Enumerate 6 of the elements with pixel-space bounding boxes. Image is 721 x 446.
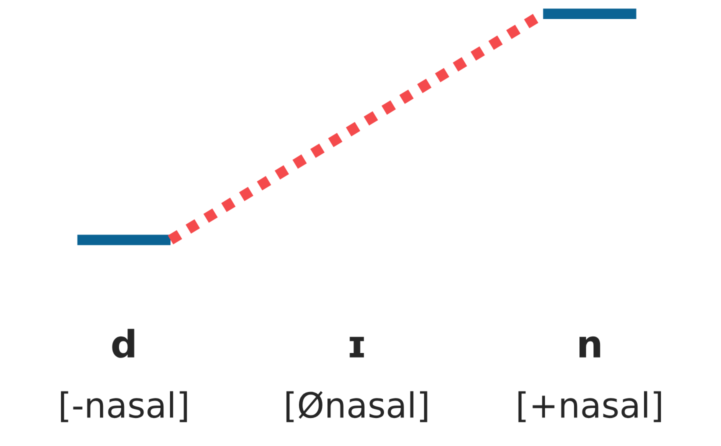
text: [Ønasal]	[286, 391, 428, 422]
x-tick-label: n	[580, 336, 600, 358]
text: [+nasal]	[518, 391, 661, 422]
x-tick-label: d	[112, 328, 134, 358]
x-tick-label: ɪ	[350, 336, 364, 358]
text: [-nasal]	[60, 391, 187, 422]
